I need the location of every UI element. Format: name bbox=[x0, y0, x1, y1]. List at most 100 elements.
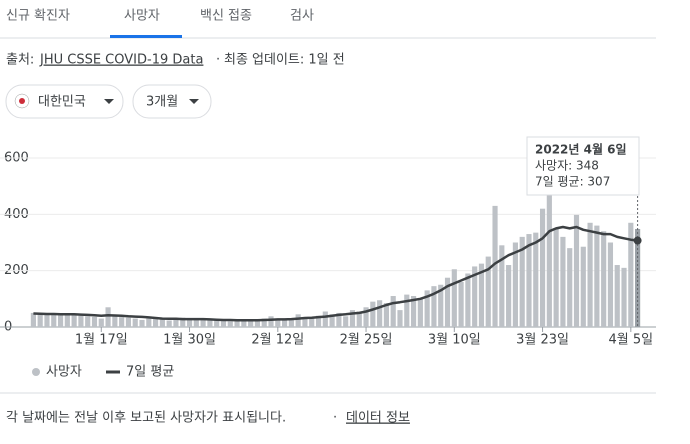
bar bbox=[519, 236, 525, 327]
hover-point bbox=[633, 236, 642, 245]
bar bbox=[451, 269, 457, 327]
bar bbox=[91, 316, 98, 327]
bar bbox=[444, 277, 451, 327]
bar bbox=[614, 265, 620, 327]
x-tick-label: 3월 10일 bbox=[428, 333, 481, 348]
bar bbox=[417, 298, 423, 327]
bar bbox=[241, 319, 247, 327]
bar bbox=[594, 225, 600, 327]
legend-label: 사망자 bbox=[46, 365, 82, 380]
bar bbox=[315, 315, 322, 327]
bar bbox=[560, 236, 566, 327]
bar bbox=[363, 307, 369, 327]
bar bbox=[180, 317, 186, 327]
bar bbox=[356, 311, 362, 327]
x-tick-label: 1월 30일 bbox=[163, 333, 216, 348]
bar bbox=[370, 301, 376, 327]
bar bbox=[132, 318, 138, 327]
footer-link[interactable]: 데이터 정보 bbox=[346, 411, 410, 426]
bar bbox=[492, 205, 498, 327]
bar bbox=[336, 312, 342, 327]
bar bbox=[404, 294, 410, 327]
avg-line bbox=[33, 225, 638, 322]
bar bbox=[98, 318, 104, 327]
range-dropdown[interactable] bbox=[132, 84, 212, 119]
bar bbox=[119, 317, 125, 327]
bar bbox=[526, 234, 532, 327]
bar bbox=[377, 300, 383, 327]
footer-note: 각 날짜에는 전날 이후 보고된 사망자가 표시됩니다. bbox=[6, 411, 286, 426]
bar bbox=[309, 317, 315, 327]
bar bbox=[234, 320, 240, 327]
flag-center bbox=[19, 98, 25, 104]
tooltip-line: 7일 평균: 307 bbox=[535, 175, 610, 189]
tab[interactable]: 신규 확진자 bbox=[6, 9, 70, 24]
bar bbox=[173, 318, 179, 327]
x-tick-label: 3월 23일 bbox=[516, 333, 569, 348]
x-tick-label: 2월 25일 bbox=[340, 333, 393, 348]
bar bbox=[227, 321, 233, 327]
x-tick-label: 2월 12일 bbox=[251, 333, 304, 348]
bar bbox=[30, 312, 36, 327]
bar bbox=[282, 319, 288, 327]
bar bbox=[485, 256, 491, 327]
bar bbox=[512, 242, 518, 327]
bar bbox=[628, 222, 634, 327]
bar bbox=[57, 315, 64, 327]
updated: 최종 업데이트: 1일 전 bbox=[224, 53, 345, 68]
bar bbox=[193, 319, 199, 327]
bar bbox=[478, 263, 485, 327]
bar bbox=[105, 307, 111, 327]
country: 대한민국 bbox=[38, 95, 86, 110]
legend-swatch-bar bbox=[32, 368, 40, 376]
x-tick-label: 1월 17일 bbox=[75, 333, 128, 348]
bar bbox=[125, 317, 132, 327]
legend-label: 7일 평균 bbox=[126, 365, 174, 380]
bar bbox=[254, 320, 261, 327]
bar bbox=[220, 320, 227, 327]
tooltip-date: 2022년 4월 6일 bbox=[535, 142, 627, 157]
country-dropdown[interactable] bbox=[5, 84, 124, 119]
tab[interactable]: 사망자 bbox=[124, 9, 160, 24]
bar bbox=[51, 314, 57, 327]
range: 3개월 bbox=[146, 95, 178, 110]
bar bbox=[573, 214, 580, 327]
bar bbox=[78, 315, 84, 327]
bar bbox=[295, 314, 301, 327]
bar bbox=[322, 311, 328, 327]
tab-underline bbox=[110, 35, 182, 38]
bar bbox=[621, 267, 627, 327]
dropdown-arrow bbox=[189, 99, 199, 104]
dropdown-arrow bbox=[104, 99, 114, 104]
bar bbox=[499, 245, 505, 327]
bar bbox=[85, 316, 91, 327]
bar bbox=[146, 318, 152, 327]
source-link[interactable]: JHU CSSE COVID-19 Data bbox=[39, 53, 203, 68]
dot: · bbox=[216, 53, 220, 68]
tab[interactable]: 검사 bbox=[290, 9, 314, 24]
bar bbox=[64, 314, 70, 327]
bar bbox=[546, 194, 552, 327]
bar bbox=[44, 314, 50, 327]
bar bbox=[275, 318, 281, 327]
bar bbox=[567, 248, 573, 327]
bar bbox=[268, 316, 274, 327]
bar bbox=[207, 319, 213, 327]
bar bbox=[383, 303, 389, 327]
bar bbox=[607, 242, 614, 327]
bar bbox=[431, 286, 437, 327]
tooltip bbox=[526, 136, 640, 196]
bar bbox=[37, 314, 43, 327]
bar bbox=[214, 319, 220, 327]
bar bbox=[153, 319, 159, 327]
bar bbox=[472, 266, 478, 327]
bar bbox=[465, 273, 471, 327]
source-label: 출처: bbox=[6, 53, 34, 68]
x-tick-label: 4월 5일 bbox=[609, 333, 654, 348]
bar bbox=[261, 318, 267, 327]
tab[interactable]: 백신 접종 bbox=[200, 9, 252, 24]
bar bbox=[533, 232, 539, 327]
bar bbox=[343, 316, 349, 327]
